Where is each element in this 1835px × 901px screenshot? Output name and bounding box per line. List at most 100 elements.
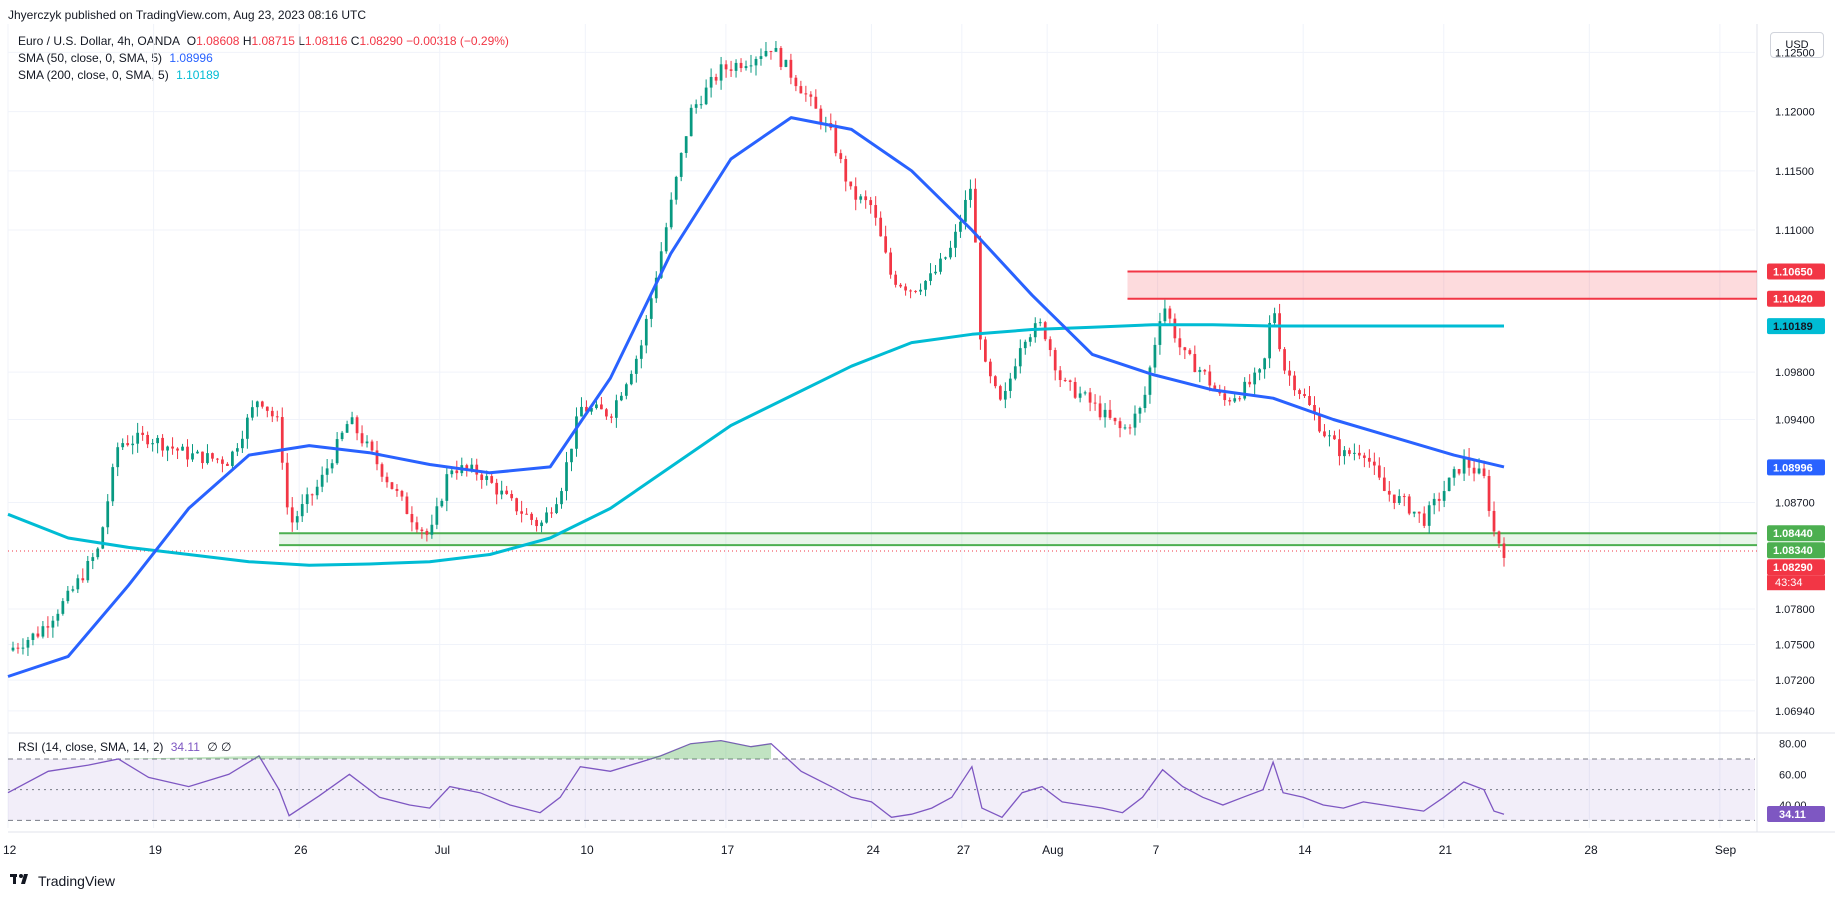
candle-body [629, 373, 633, 385]
time-tick-label: 28 [1584, 843, 1598, 857]
price-tick-label: 1.12500 [1775, 47, 1815, 59]
candle-body [729, 69, 733, 71]
candle-body [959, 221, 962, 232]
sma200-line [7, 323, 1504, 567]
candle-body [380, 464, 384, 477]
candle-body [290, 507, 294, 523]
price-tick-label: 1.07200 [1775, 675, 1815, 687]
candle-body [1397, 496, 1401, 504]
candle-body [1248, 381, 1252, 385]
candle-body [410, 514, 414, 523]
candle-body [241, 438, 244, 449]
candle-body [854, 186, 858, 200]
candle-body [779, 47, 783, 67]
candle-body [305, 494, 309, 505]
candle-body [131, 443, 135, 446]
candle-body [275, 416, 279, 418]
candle-body [560, 491, 563, 505]
candle-body [954, 231, 957, 248]
price-tick-label: 1.12000 [1775, 107, 1815, 119]
ohlc-close: 1.08290 [359, 34, 403, 48]
candle-body [320, 474, 324, 487]
price-tick-label: 1.07800 [1775, 604, 1815, 616]
candle-body [51, 620, 55, 628]
candle-body [709, 76, 713, 88]
candle-body [1362, 455, 1366, 458]
candle-body [156, 437, 159, 444]
candle-body [181, 446, 184, 451]
candle-body [1088, 392, 1092, 403]
candle-body [869, 200, 873, 206]
candle-body [988, 361, 992, 377]
time-tick-label: 17 [721, 843, 735, 857]
candle-body [969, 188, 972, 200]
candle-body [1427, 505, 1431, 526]
currency-button[interactable]: USD [1770, 32, 1824, 58]
price-label-badge [1767, 525, 1825, 542]
candle-body [744, 66, 748, 69]
candle-body [614, 400, 618, 418]
candle-body [151, 443, 154, 445]
candle-body [1138, 408, 1142, 414]
sma50-value: 1.08996 [169, 51, 213, 65]
candle-body [325, 468, 329, 475]
candle-body [1497, 531, 1501, 544]
candle-body [450, 470, 454, 475]
candle-body [974, 188, 977, 243]
candle-body [1063, 380, 1067, 382]
candle-body [545, 512, 548, 523]
candle-body [16, 647, 20, 649]
candle-body [704, 87, 708, 105]
candle-body [585, 406, 588, 412]
candle-body [919, 289, 922, 292]
candle-body [1203, 369, 1207, 372]
candle-body [1457, 469, 1461, 474]
price-label-badge [1767, 559, 1825, 576]
candle-body [1153, 344, 1157, 368]
candle-body [774, 47, 778, 52]
candle-body [1382, 477, 1386, 491]
candle-body [570, 448, 573, 463]
candle-body [96, 548, 100, 558]
candle-body [1392, 494, 1396, 504]
candle-body [340, 432, 344, 440]
candle-body [1238, 398, 1242, 400]
candle-body [510, 493, 514, 499]
candle-body [1502, 543, 1506, 558]
candle-body [345, 424, 349, 433]
candle-body [81, 578, 85, 581]
candle-body [754, 58, 758, 66]
candle-body [1193, 353, 1197, 373]
candle-body [659, 251, 663, 278]
candle-body [121, 443, 125, 448]
candle-body [166, 446, 169, 451]
candle-body [894, 274, 897, 285]
candle-body [679, 152, 683, 177]
candle-body [61, 601, 65, 614]
candle-body [106, 501, 110, 528]
candle-body [1303, 394, 1306, 397]
candle-body [964, 199, 967, 222]
candle-body [1098, 403, 1102, 418]
candle-body [525, 513, 528, 515]
candle-body [624, 384, 628, 396]
sma50-legend: SMA (50, close, 0, SMA, 5) 1.08996 [18, 51, 213, 65]
candle-body [1188, 350, 1192, 354]
price-label-text: 1.08340 [1773, 545, 1813, 557]
price-tick-label: 1.06940 [1775, 706, 1815, 718]
candle-body [799, 86, 803, 94]
candle-body [1253, 372, 1257, 385]
candle-body [1452, 469, 1456, 478]
sma200-value: 1.10189 [176, 68, 220, 82]
candle-body [1343, 450, 1346, 457]
candle-body [385, 476, 389, 483]
candle-body [550, 512, 553, 514]
candle-body [764, 50, 768, 57]
candle-body [1093, 402, 1097, 404]
candle-body [236, 448, 239, 452]
time-tick-label: 19 [149, 843, 163, 857]
candle-body [1288, 370, 1291, 376]
candle-body [949, 247, 952, 258]
candle-body [1492, 510, 1496, 532]
